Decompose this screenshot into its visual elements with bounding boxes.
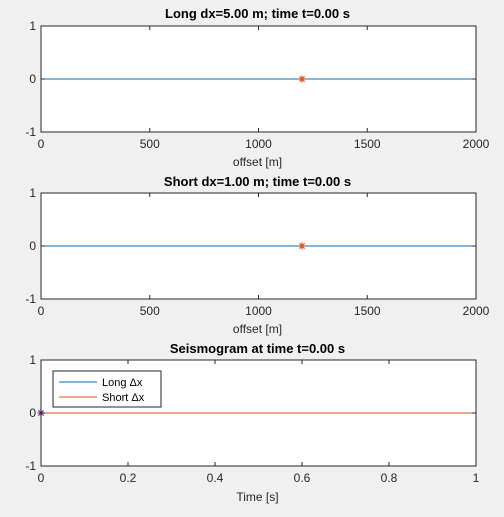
x-tick-label: 2000 [463,304,490,318]
panel-short-axes: 0 500 1000 1500 2000-101 [25,186,489,318]
x-tick-label: 0.6 [294,471,311,485]
panel-seismogram-title: Seismogram at time t=0.00 s [170,341,345,356]
x-tick-label: 500 [140,137,160,151]
x-tick-label: 0 [38,137,45,151]
x-tick-label: 1500 [354,137,381,151]
x-tick-label: 0.8 [381,471,398,485]
x-tick-label: 0 [38,471,45,485]
x-tick-label: 1 [473,471,480,485]
y-tick-label: -1 [25,292,36,306]
panel-seismogram: Seismogram at time t=0.00 s 0 0.2 0.4 0.6 0.… [25,341,479,504]
legend: Long Δx Short Δx [52,370,162,408]
y-tick-label: 1 [29,19,36,33]
panel-seismogram-xlabel: Time [s] [236,490,278,504]
panel-short: Short dx=1.00 m; time t=0.00 s 0 500 1000 1… [25,174,489,336]
y-tick-label: 1 [29,186,36,200]
panel-long-title: Long dx=5.00 m; time t=0.00 s [165,6,350,21]
x-tick-label: 1500 [354,304,381,318]
marker-asterisk-1 [298,242,306,250]
x-tick-label: 1000 [245,304,272,318]
panel-long: Long dx=5.00 m; time t=0.00 s 0 500 1000 15… [25,6,489,169]
panel-long-xlabel: offset [m] [233,155,282,169]
panel-short-title: Short dx=1.00 m; time t=0.00 s [164,174,351,189]
panel-long-axes: 0 500 1000 1500 2000-101 [25,19,489,151]
panel-short-xlabel: offset [m] [233,322,282,336]
legend-label: Long Δx [102,377,143,389]
y-tick-label: 0 [29,406,36,420]
y-tick-label: -1 [25,459,36,473]
y-tick-label: 0 [29,239,36,253]
legend-box [52,370,162,408]
y-tick-label: -1 [25,125,36,139]
x-tick-label: 2000 [463,137,490,151]
legend-label: Short Δx [102,392,145,404]
x-tick-label: 0.2 [120,471,137,485]
marker-asterisk-1 [298,75,306,83]
x-tick-label: 1000 [245,137,272,151]
y-tick-label: 1 [29,353,36,367]
x-tick-label: 0 [38,304,45,318]
x-tick-label: 500 [140,304,160,318]
y-tick-label: 0 [29,72,36,86]
x-tick-label: 0.4 [207,471,224,485]
